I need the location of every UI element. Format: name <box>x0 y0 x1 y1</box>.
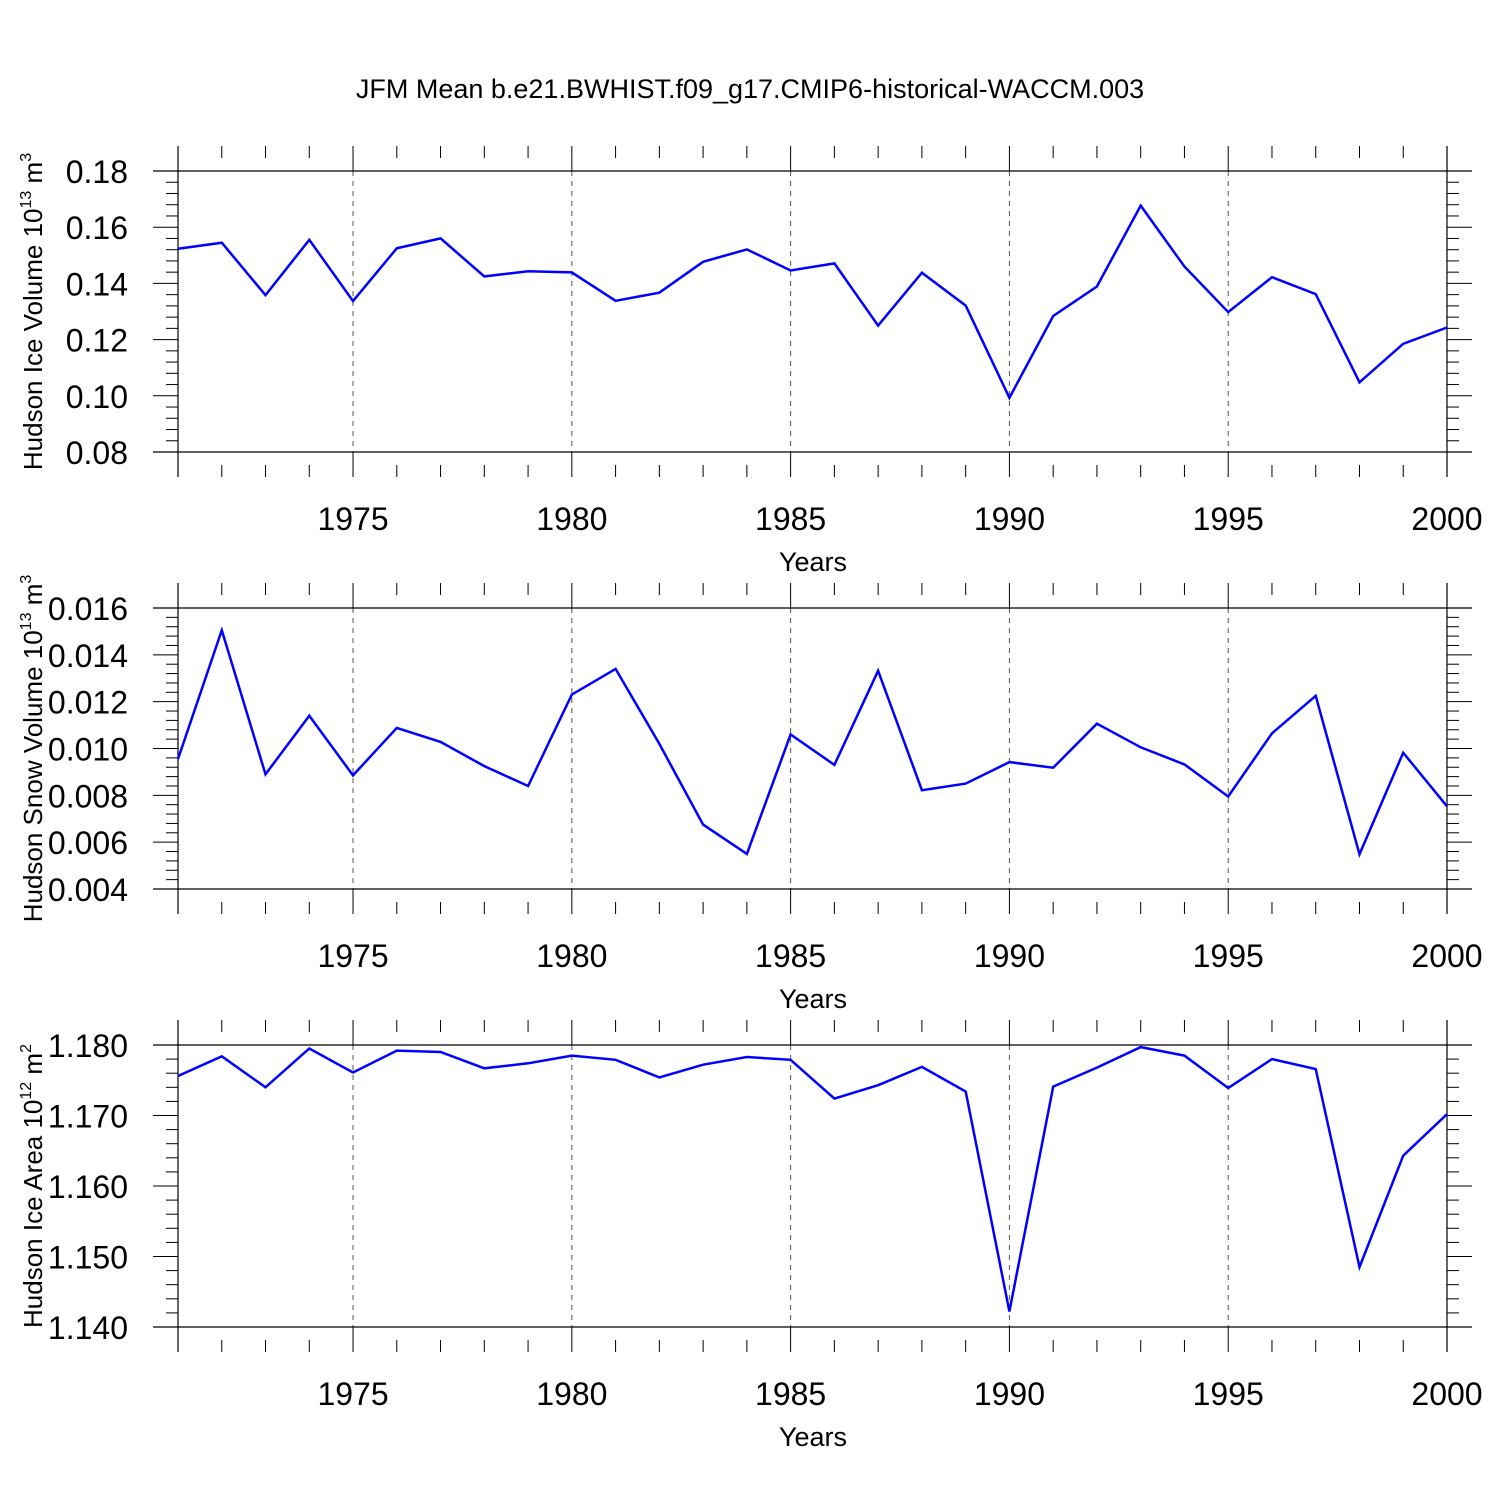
y-axis-label-part: 12 <box>18 1082 35 1100</box>
x-tick-label: 1975 <box>317 938 388 974</box>
y-axis-label: Hudson Ice Area 1012 m2 <box>18 1044 48 1328</box>
x-tick-label: 2000 <box>1411 938 1482 974</box>
y-tick-label: 0.10 <box>66 379 128 415</box>
y-axis-label-part: Hudson Ice Volume 10 <box>18 208 48 470</box>
y-tick-label: 1.140 <box>48 1310 128 1346</box>
data-series-line <box>176 626 1448 859</box>
data-series-line <box>177 203 1448 401</box>
y-tick-label: 0.008 <box>48 778 128 814</box>
x-tick-label: 1990 <box>974 501 1045 537</box>
y-axis-label-part: 13 <box>18 191 35 209</box>
y-tick-label: 0.014 <box>48 638 128 674</box>
y-axis-label-part: 3 <box>18 153 35 162</box>
y-tick-label: 0.010 <box>48 732 128 768</box>
y-tick-label: 0.12 <box>66 323 128 359</box>
y-axis-label-part: m <box>18 162 48 191</box>
chart-panel-2: 0.004 0.006 0.008 0.010 0.012 0.014 0.016 1975 1… <box>18 575 1483 1014</box>
y-tick-label: 0.08 <box>66 435 128 471</box>
y-tick-label: 1.160 <box>48 1169 128 1205</box>
x-axis-label: Years <box>779 984 847 1014</box>
y-tick-label: 1.170 <box>48 1099 128 1135</box>
x-tick-label: 1995 <box>1193 1376 1264 1412</box>
y-axis-label-part: m <box>18 1053 48 1082</box>
x-tick-label: 2000 <box>1411 1376 1482 1412</box>
data-series-line <box>177 1045 1448 1312</box>
chart-title: JFM Mean b.e21.BWHIST.f09_g17.CMIP6-hist… <box>356 74 1144 104</box>
x-tick-label: 1985 <box>755 1376 826 1412</box>
x-tick-label: 1980 <box>536 938 607 974</box>
y-tick-label: 0.006 <box>48 825 128 861</box>
x-tick-label: 1995 <box>1193 501 1264 537</box>
y-tick-label: 0.18 <box>66 154 128 190</box>
x-tick-label: 1975 <box>317 501 388 537</box>
x-tick-label: 1990 <box>974 938 1045 974</box>
y-axis-label-part: m <box>18 584 48 613</box>
y-tick-label: 1.180 <box>48 1028 128 1064</box>
x-tick-label: 1985 <box>755 501 826 537</box>
x-tick-label: 1980 <box>536 1376 607 1412</box>
x-tick-label: 1980 <box>536 501 607 537</box>
y-axis-label-part: Hudson Ice Area 10 <box>18 1100 48 1328</box>
y-tick-label: 1.150 <box>48 1240 128 1276</box>
chart-panel-3: 1.140 1.150 1.160 1.170 1.180 1975 1980 1985 199… <box>18 1020 1483 1452</box>
y-axis-label: Hudson Ice Volume 1013 m3 <box>18 153 48 470</box>
chart-panel-1: 0.08 0.10 0.12 0.14 0.16 0.18 1975 1980 1985 1990… <box>18 146 1483 577</box>
y-tick-label: 0.14 <box>66 266 128 302</box>
y-axis-label-part: 3 <box>18 575 35 584</box>
y-tick-label: 0.016 <box>48 591 128 627</box>
x-tick-label: 1985 <box>755 938 826 974</box>
x-tick-label: 2000 <box>1411 501 1482 537</box>
panels: 0.08 0.10 0.12 0.14 0.16 0.18 1975 1980 1985 1990… <box>18 146 1483 1452</box>
x-axis-label: Years <box>779 1422 847 1452</box>
y-axis-label: Hudson Snow Volume 1013 m3 <box>18 575 48 923</box>
y-tick-label: 0.004 <box>48 872 128 908</box>
y-tick-label: 0.012 <box>48 685 128 721</box>
y-axis-label-part: 13 <box>18 612 35 630</box>
y-axis-label-part: 2 <box>18 1044 35 1053</box>
y-axis-label-part: Hudson Snow Volume 10 <box>18 630 48 922</box>
x-tick-label: 1995 <box>1193 938 1264 974</box>
x-tick-label: 1990 <box>974 1376 1045 1412</box>
x-tick-label: 1975 <box>317 1376 388 1412</box>
y-tick-label: 0.16 <box>66 210 128 246</box>
x-axis-label: Years <box>779 547 847 577</box>
